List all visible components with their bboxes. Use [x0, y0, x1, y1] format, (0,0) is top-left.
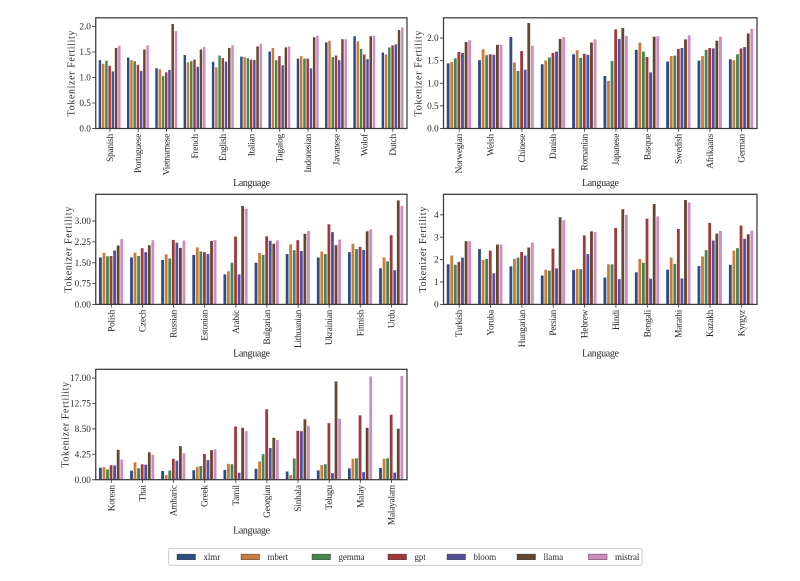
svg-text:Bengali: Bengali	[643, 309, 653, 337]
svg-text:German: German	[737, 133, 747, 162]
svg-text:Hindi: Hindi	[612, 309, 622, 330]
svg-text:2: 2	[434, 256, 439, 266]
svg-text:Tokenizer Fertility: Tokenizer Fertility	[418, 206, 429, 292]
svg-text:Japanese: Japanese	[612, 134, 622, 165]
svg-text:Tokenizer Fertility: Tokenizer Fertility	[61, 381, 72, 467]
svg-text:Estonian: Estonian	[201, 309, 211, 340]
svg-text:Swedish: Swedish	[675, 133, 685, 164]
svg-text:0: 0	[434, 301, 439, 311]
svg-text:3: 3	[434, 233, 439, 243]
svg-text:1.0: 1.0	[427, 79, 439, 89]
svg-text:Sinhala: Sinhala	[294, 484, 304, 511]
svg-text:Amharic: Amharic	[170, 485, 180, 516]
svg-text:Finnish: Finnish	[356, 309, 366, 336]
svg-text:1.5: 1.5	[79, 48, 91, 58]
svg-text:0.75: 0.75	[75, 280, 92, 290]
svg-text:Spanish: Spanish	[106, 133, 116, 162]
svg-text:Afrikaans: Afrikaans	[705, 133, 716, 168]
svg-text:12.75: 12.75	[70, 400, 91, 410]
svg-text:Persian: Persian	[549, 309, 559, 335]
svg-text:Urdu: Urdu	[387, 309, 397, 328]
svg-text:Czech: Czech	[138, 309, 148, 332]
svg-text:Tokenizer Fertility: Tokenizer Fertility	[64, 206, 75, 292]
svg-text:Telugu: Telugu	[325, 485, 335, 510]
svg-text:Language: Language	[233, 349, 271, 360]
svg-text:Tagalog: Tagalog	[276, 133, 286, 162]
svg-text:Romanian: Romanian	[581, 133, 591, 170]
svg-text:Thai: Thai	[138, 485, 148, 502]
svg-text:Polish: Polish	[107, 309, 117, 332]
svg-text:Basque: Basque	[643, 134, 653, 160]
svg-text:Tamil: Tamil	[232, 485, 242, 506]
svg-text:Javanese: Javanese	[332, 134, 342, 165]
svg-text:3.00: 3.00	[75, 217, 92, 227]
svg-text:Kyrgyz: Kyrgyz	[737, 310, 747, 337]
svg-text:Greek: Greek	[201, 485, 211, 507]
svg-text:Korean: Korean	[107, 485, 117, 512]
svg-text:Italian: Italian	[247, 133, 257, 156]
svg-text:0.00: 0.00	[75, 301, 92, 311]
svg-text:0.5: 0.5	[79, 99, 91, 109]
svg-text:Yoruba: Yoruba	[487, 309, 497, 336]
svg-text:mbert: mbert	[268, 552, 289, 562]
svg-text:Hungarian: Hungarian	[518, 309, 528, 347]
svg-text:2.25: 2.25	[75, 238, 92, 248]
svg-text:French: French	[191, 133, 201, 158]
svg-text:Malayalam: Malayalam	[387, 484, 397, 525]
svg-text:1.50: 1.50	[75, 259, 92, 269]
svg-text:Bulgarian: Bulgarian	[263, 309, 273, 344]
svg-text:Norwegian: Norwegian	[455, 133, 465, 173]
svg-text:Ukrainian: Ukrainian	[325, 309, 335, 345]
svg-text:Chinese: Chinese	[518, 134, 528, 163]
svg-text:gemma: gemma	[339, 552, 365, 562]
svg-text:Language: Language	[233, 178, 271, 189]
svg-text:Language: Language	[582, 349, 620, 360]
svg-text:Indonesian: Indonesian	[304, 133, 314, 172]
svg-text:2.0: 2.0	[79, 23, 91, 33]
svg-text:4: 4	[434, 211, 439, 221]
svg-text:8.50: 8.50	[75, 425, 92, 435]
svg-text:Language: Language	[582, 178, 620, 189]
svg-text:mistral: mistral	[615, 552, 640, 562]
svg-text:0.0: 0.0	[427, 125, 439, 135]
svg-text:llama: llama	[544, 552, 564, 562]
svg-text:Russian: Russian	[170, 309, 180, 338]
svg-text:Hebrew: Hebrew	[581, 309, 591, 338]
svg-text:Tokenizer Fertility: Tokenizer Fertility	[414, 30, 425, 116]
svg-text:2.0: 2.0	[427, 34, 439, 44]
svg-text:1: 1	[434, 278, 439, 288]
svg-text:Kazakh: Kazakh	[706, 309, 716, 337]
svg-text:1.5: 1.5	[427, 57, 439, 67]
svg-text:Malay: Malay	[356, 485, 366, 508]
svg-text:Lithuanian: Lithuanian	[294, 309, 304, 348]
svg-text:0.5: 0.5	[427, 102, 439, 112]
svg-text:Turkish: Turkish	[455, 309, 465, 337]
svg-text:0.0: 0.0	[79, 125, 91, 135]
svg-text:Georgian: Georgian	[263, 485, 273, 518]
svg-text:bloom: bloom	[474, 552, 497, 562]
svg-text:gpt: gpt	[415, 552, 427, 562]
svg-text:xlmr: xlmr	[204, 552, 221, 562]
svg-text:1.0: 1.0	[79, 74, 91, 84]
svg-text:Danish: Danish	[549, 133, 559, 159]
svg-text:Tokenizer Fertility: Tokenizer Fertility	[67, 30, 78, 116]
svg-text:Language: Language	[233, 526, 271, 537]
svg-text:Marathi: Marathi	[675, 309, 685, 338]
svg-text:Wolof: Wolof	[360, 133, 371, 156]
svg-text:Portuguese: Portuguese	[134, 134, 144, 173]
svg-text:Vietnamese: Vietnamese	[162, 134, 172, 175]
svg-text:Arabic: Arabic	[232, 310, 242, 334]
svg-text:Welsh: Welsh	[487, 133, 497, 156]
svg-text:Dutch: Dutch	[389, 133, 399, 155]
svg-text:0.00: 0.00	[75, 476, 92, 486]
svg-text:17.00: 17.00	[70, 374, 91, 384]
svg-text:4.25: 4.25	[75, 450, 92, 460]
svg-text:English: English	[219, 133, 229, 160]
